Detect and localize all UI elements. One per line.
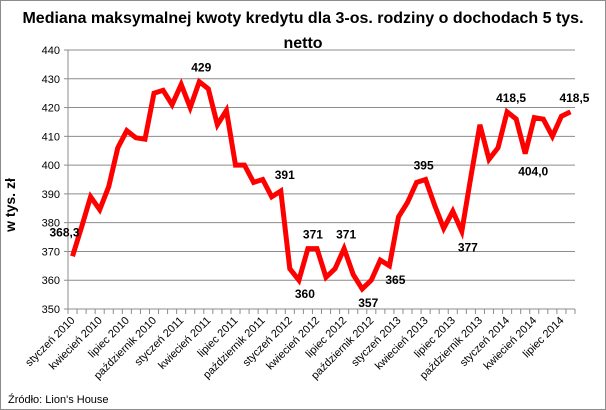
data-label: 371 xyxy=(336,228,356,242)
y-tick-label: 380 xyxy=(42,218,60,230)
data-label: 429 xyxy=(191,61,211,75)
data-label: 377 xyxy=(458,240,478,254)
y-tick-label: 350 xyxy=(42,304,60,316)
chart-title: Mediana maksymalnej kwoty kredytu dla 3-… xyxy=(0,6,606,56)
data-label: 404,0 xyxy=(518,165,548,179)
y-tick-label: 360 xyxy=(42,275,60,287)
data-label: 395 xyxy=(414,159,434,173)
chart-title-line-1: Mediana maksymalnej kwoty kredytu dla 3-… xyxy=(22,10,584,27)
data-label: 365 xyxy=(385,273,405,287)
gridlines xyxy=(64,49,575,310)
data-label: 368,3 xyxy=(50,225,80,239)
data-labels: 368,3 429 391 360 371 371 357 365 395 377 418,5 404… xyxy=(50,61,590,310)
y-axis-tick-labels: 350 360 370 380 390 400 410 420 430 440 xyxy=(42,45,60,316)
x-axis xyxy=(67,50,576,314)
y-tick-label: 370 xyxy=(42,246,60,258)
y-tick-label: 440 xyxy=(42,45,60,57)
data-label: 418,5 xyxy=(496,91,526,105)
y-tick-label: 400 xyxy=(42,160,60,172)
y-tick-label: 410 xyxy=(42,131,60,143)
chart-title-line-2: netto xyxy=(283,35,323,52)
data-label: 357 xyxy=(358,296,378,310)
y-tick-label: 430 xyxy=(42,74,60,86)
data-label: 371 xyxy=(303,228,323,242)
data-label: 360 xyxy=(295,287,315,301)
y-tick-label: 390 xyxy=(42,189,60,201)
y-tick-label: 420 xyxy=(42,103,60,115)
series-line xyxy=(70,77,572,293)
data-label: 418,5 xyxy=(559,91,589,105)
source-note: Źródło: Lion's House xyxy=(8,394,109,406)
data-label: 391 xyxy=(275,168,295,182)
